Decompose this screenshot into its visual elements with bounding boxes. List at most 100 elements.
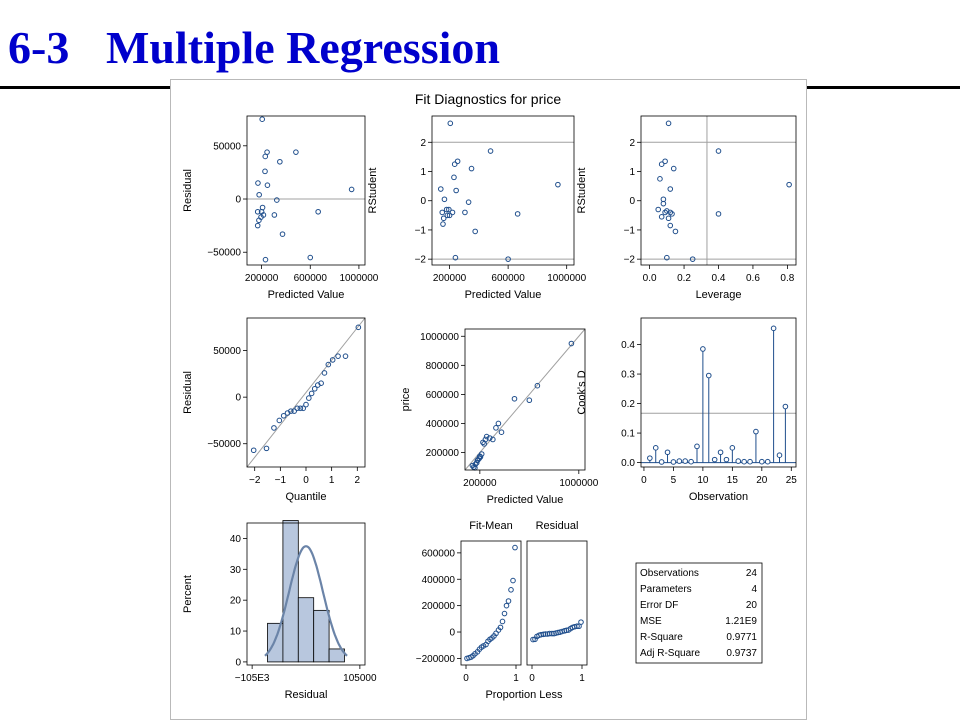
data-point	[662, 158, 668, 165]
data-point	[514, 211, 521, 217]
cooks-d-point	[770, 325, 777, 332]
data-point	[271, 425, 277, 431]
data-point	[655, 206, 662, 213]
stats-value: 24	[746, 568, 758, 579]
data-point	[452, 254, 459, 261]
y-tick-label: 0	[235, 393, 241, 404]
data-point	[540, 631, 547, 638]
cooks-d-point	[747, 458, 753, 465]
data-point	[254, 208, 261, 215]
stats-label: Adj R-Square	[640, 648, 700, 659]
x-tick-label: −2	[249, 475, 261, 486]
cooks-d-point	[711, 456, 718, 463]
data-point	[308, 390, 315, 397]
x-tick-label: −1	[275, 475, 287, 486]
data-point	[276, 417, 283, 424]
x-tick-label: 1000000	[547, 273, 586, 284]
data-point	[451, 174, 457, 181]
data-point	[264, 149, 270, 155]
y-tick-label: −1	[624, 225, 636, 236]
data-point	[786, 181, 792, 188]
y-tick-label: 0.0	[621, 458, 635, 469]
stats-value: 20	[746, 600, 758, 611]
data-point	[263, 445, 270, 452]
x-tick-label: 10	[697, 475, 709, 486]
normal-density-curve	[264, 545, 348, 657]
x-tick-label: 1	[513, 673, 519, 684]
plot-frame	[246, 115, 366, 266]
y-tick-label: 0	[629, 196, 635, 207]
data-point	[534, 382, 541, 389]
x-axis-label: Predicted Value	[487, 494, 564, 506]
data-point	[665, 215, 672, 222]
data-point	[667, 222, 674, 229]
cooks-d-point	[753, 428, 759, 435]
plot-frame	[460, 540, 522, 666]
cooks-d-point	[652, 445, 659, 451]
data-point	[490, 436, 496, 443]
x-tick-label: 0.0	[643, 273, 657, 284]
data-point	[262, 168, 268, 175]
y-tick-label: 1	[420, 167, 426, 178]
data-point	[264, 182, 271, 188]
data-point	[307, 254, 314, 261]
slide-title-number: 6-3	[8, 22, 70, 73]
plot-frame	[526, 540, 588, 666]
x-axis-label: Predicted Value	[465, 289, 542, 301]
data-point	[511, 395, 518, 402]
data-point	[446, 206, 452, 213]
plot-frame	[640, 317, 797, 468]
facet-title: Fit-Mean	[469, 520, 512, 532]
x-tick-label: 25	[786, 475, 798, 486]
x-tick-label: 0.6	[746, 273, 760, 284]
facet-title: Residual	[536, 520, 579, 532]
data-point	[468, 165, 475, 172]
data-point	[262, 256, 269, 263]
cooks-d-point	[700, 346, 706, 352]
data-point	[487, 148, 494, 154]
data-point	[254, 222, 261, 229]
data-point	[667, 186, 674, 192]
histogram-bar	[267, 622, 284, 663]
data-point	[437, 186, 444, 192]
data-point	[530, 636, 536, 643]
x-tick-label: 0.2	[677, 273, 691, 284]
stats-value: 4	[751, 584, 757, 595]
fit-line	[246, 317, 366, 468]
histogram-bar	[313, 609, 330, 663]
cooks-d-point	[688, 458, 694, 465]
cooks-d-point	[735, 458, 742, 464]
stats-label: MSE	[640, 616, 662, 627]
y-axis-label: Cook's D	[576, 370, 588, 414]
plot-frame	[640, 115, 797, 266]
x-axis-label: Proportion Less	[485, 689, 563, 701]
data-point	[300, 405, 306, 412]
x-tick-label: 1000000	[339, 273, 378, 284]
x-tick-label: 5	[671, 475, 677, 486]
y-tick-label: −1	[415, 225, 427, 236]
y-tick-label: 0	[420, 196, 426, 207]
y-tick-label: 50000	[213, 346, 241, 357]
y-tick-label: 200000	[426, 448, 460, 459]
plot-frame	[431, 115, 575, 266]
x-tick-label: 0	[529, 673, 535, 684]
data-point	[670, 165, 677, 172]
data-point	[311, 385, 318, 392]
data-point	[499, 618, 506, 625]
data-point	[665, 120, 672, 127]
y-tick-label: 2	[420, 138, 426, 149]
data-point	[271, 212, 278, 218]
cooks-d-point	[647, 455, 653, 461]
data-point	[291, 408, 298, 414]
data-point	[505, 256, 511, 262]
x-tick-label: 105000	[343, 673, 377, 684]
y-axis-label: Residual	[182, 371, 194, 414]
data-point	[255, 180, 261, 186]
cooks-d-point	[705, 372, 712, 379]
y-tick-label: 1000000	[420, 332, 459, 343]
data-point	[669, 211, 675, 217]
data-point	[451, 161, 458, 168]
cooks-d-point	[729, 445, 736, 451]
data-point	[512, 544, 518, 551]
